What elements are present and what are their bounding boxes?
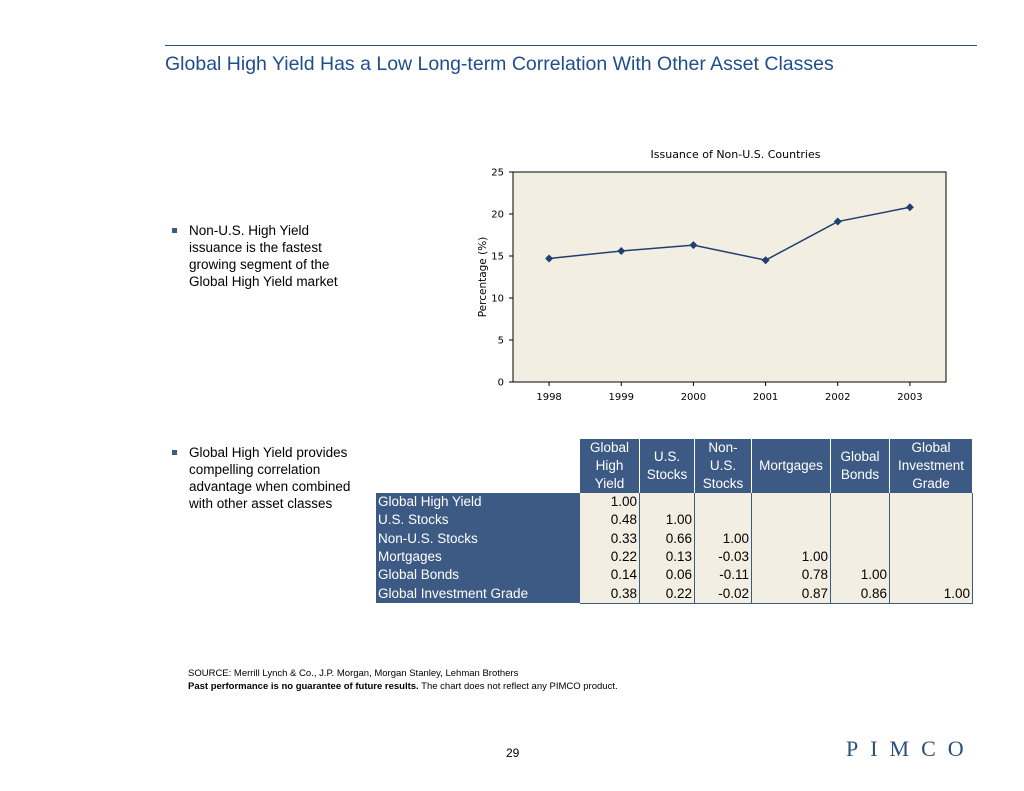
column-header: Non- U.S. Stocks	[694, 439, 752, 493]
table-cell	[889, 511, 973, 530]
y-tick-label: 15	[491, 252, 504, 263]
table-cell	[830, 493, 890, 512]
table-row: Non-U.S. Stocks 0.33 0.66 1.00	[376, 529, 973, 548]
table-cell	[751, 529, 831, 548]
table-cell	[751, 511, 831, 530]
table-cell	[889, 493, 973, 512]
table-cell: 1.00	[830, 566, 890, 585]
table-cell: 0.48	[580, 511, 640, 530]
table-cell: 0.22	[580, 547, 640, 567]
row-label: Global High Yield	[376, 493, 580, 512]
table-cell: 0.87	[751, 584, 831, 604]
chart-title: Issuance of Non-U.S. Countries	[651, 148, 821, 161]
column-header: Global Investment Grade	[889, 439, 973, 493]
data-point	[617, 246, 626, 255]
table-cell: 0.14	[580, 566, 640, 585]
disclaimer-bold: Past performance is no guarantee of futu…	[188, 681, 419, 692]
source-note: SOURCE: Merrill Lynch & Co., J.P. Morgan…	[188, 667, 618, 693]
bullet-marker-icon	[172, 450, 177, 455]
table-header-row: Global High Yield U.S. Stocks Non- U.S. Stocks M…	[376, 439, 973, 493]
bullet-issuance: Non-U.S. High Yield issuance is the fast…	[172, 222, 362, 290]
table-cell	[889, 529, 973, 548]
x-tick-label: 2001	[753, 392, 778, 403]
table-cell: 0.78	[751, 566, 831, 585]
table-cell: 1.00	[889, 584, 973, 604]
y-tick-label: 0	[498, 378, 504, 389]
slide-title: Global High Yield Has a Low Long-term Co…	[165, 53, 834, 75]
row-label: Global Bonds	[376, 566, 580, 585]
table-cell: -0.11	[694, 566, 752, 585]
table-row: Global High Yield 1.00	[376, 493, 973, 512]
x-tick-label: 1998	[536, 392, 561, 403]
y-axis-label: Percentage (%)	[477, 237, 489, 318]
column-header: Global Bonds	[830, 439, 890, 493]
table-cell: -0.02	[694, 584, 752, 604]
table-cell	[889, 566, 973, 585]
table-corner	[376, 439, 580, 493]
table-cell	[830, 511, 890, 530]
table-row: Global Investment Grade 0.38 0.22 -0.02 0.87…	[376, 584, 973, 604]
x-tick-label: 1999	[609, 392, 634, 403]
table-cell: 0.13	[639, 547, 695, 567]
data-point	[545, 254, 554, 263]
table-cell	[694, 493, 752, 512]
table-cell	[694, 511, 752, 530]
data-point	[689, 241, 698, 250]
row-label: Non-U.S. Stocks	[376, 529, 580, 548]
table-cell	[830, 547, 890, 567]
pimco-logo: PIMCO	[846, 736, 976, 761]
bullet-correlation: Global High Yield provides compelling co…	[172, 444, 362, 512]
issuance-line-chart: Issuance of Non-U.S. Countries 0 5 10 15 20 25…	[477, 148, 947, 403]
plot-area	[512, 171, 947, 383]
source-line: SOURCE: Merrill Lynch & Co., J.P. Morgan…	[188, 668, 519, 679]
title-rule	[165, 45, 977, 46]
y-tick-label: 20	[491, 210, 504, 221]
row-label: Global Investment Grade	[376, 584, 580, 604]
row-label: Mortgages	[376, 547, 580, 567]
table-cell	[830, 529, 890, 548]
bullet-text: Global High Yield provides compelling co…	[189, 445, 351, 511]
data-point	[833, 217, 842, 226]
table-cell: 0.86	[830, 584, 890, 604]
row-label: U.S. Stocks	[376, 511, 580, 530]
column-header: U.S. Stocks	[639, 439, 695, 493]
y-tick-label: 10	[491, 294, 504, 305]
table-cell: 1.00	[751, 547, 831, 567]
table-cell	[751, 493, 831, 512]
data-point	[905, 203, 914, 212]
table-row: U.S. Stocks 0.48 1.00	[376, 511, 973, 530]
table-cell: 1.00	[694, 529, 752, 548]
table-cell	[639, 493, 695, 512]
y-tick-label: 25	[491, 168, 504, 179]
table-cell: 0.06	[639, 566, 695, 585]
y-tick-label: 5	[498, 336, 504, 347]
table-cell: 0.33	[580, 529, 640, 548]
x-tick-label: 2000	[681, 392, 706, 403]
table-row: Global Bonds 0.14 0.06 -0.11 0.78 1.00	[376, 566, 973, 585]
bullet-text: Non-U.S. High Yield issuance is the fast…	[189, 223, 338, 289]
series-line	[549, 206, 911, 261]
table-cell: 1.00	[639, 511, 695, 530]
disclaimer-line: Past performance is no guarantee of futu…	[188, 680, 618, 693]
x-tick-label: 2003	[897, 392, 922, 403]
disclaimer-rest: The chart does not reflect any PIMCO pro…	[418, 681, 618, 692]
column-header: Mortgages	[751, 439, 831, 493]
table-cell: 0.22	[639, 584, 695, 604]
table-row: Mortgages 0.22 0.13 -0.03 1.00	[376, 547, 973, 567]
table-cell	[889, 547, 973, 567]
correlation-table: Global High Yield U.S. Stocks Non- U.S. Stocks M…	[376, 439, 973, 604]
table-cell: 0.66	[639, 529, 695, 548]
bullet-marker-icon	[172, 228, 177, 233]
x-tick-label: 2002	[825, 392, 850, 403]
column-header: Global High Yield	[580, 439, 640, 493]
table-cell: 1.00	[580, 493, 640, 512]
table-cell: 0.38	[580, 584, 640, 604]
data-point	[761, 256, 770, 265]
page-number: 29	[506, 746, 520, 760]
table-cell: -0.03	[694, 547, 752, 567]
